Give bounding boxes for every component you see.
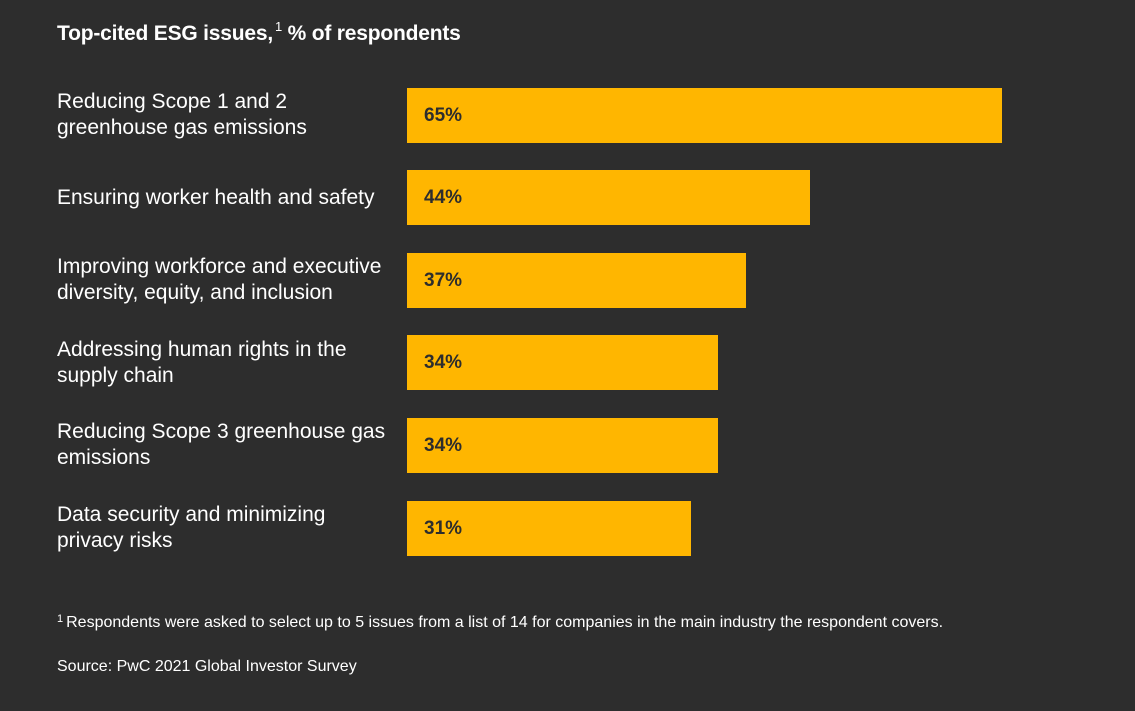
- category-label: Addressing human rights in the supply ch…: [57, 338, 347, 387]
- category-label: Reducing Scope 1 and 2 greenhouse gas em…: [57, 90, 307, 139]
- bar: [407, 253, 746, 308]
- title-footnote-marker: 1: [274, 19, 282, 34]
- chart-title-suffix: % of respondents: [282, 22, 461, 45]
- chart-title-text: Top-cited ESG issues,: [57, 22, 273, 45]
- bar-value-label: 34%: [424, 352, 463, 373]
- category-label: Data security and minimizing privacy ris…: [57, 503, 326, 552]
- bar-value-label: 65%: [424, 105, 463, 126]
- footnote-marker: 1: [57, 613, 64, 625]
- category-label: Ensuring worker health and safety: [57, 186, 375, 209]
- category-label: Improving workforce and executive divers…: [57, 255, 382, 304]
- bar: [407, 418, 718, 473]
- bar: [407, 335, 718, 390]
- bar: [407, 501, 691, 556]
- footnote-text: Respondents were asked to select up to 5…: [66, 614, 944, 631]
- bar: [407, 88, 1002, 143]
- bar-value-label: 37%: [424, 270, 463, 291]
- bar: [407, 170, 810, 225]
- bar-value-label: 31%: [424, 518, 463, 539]
- footnote: 1 Respondents were asked to select up to …: [57, 613, 944, 632]
- bar-value-label: 44%: [424, 187, 463, 208]
- source-note: Source: PwC 2021 Global Investor Survey: [57, 658, 357, 675]
- category-label: Reducing Scope 3 greenhouse gas emission…: [57, 420, 386, 469]
- bar-value-label: 34%: [424, 435, 463, 456]
- chart-title: Top-cited ESG issues, 1 % of respondents: [57, 19, 461, 46]
